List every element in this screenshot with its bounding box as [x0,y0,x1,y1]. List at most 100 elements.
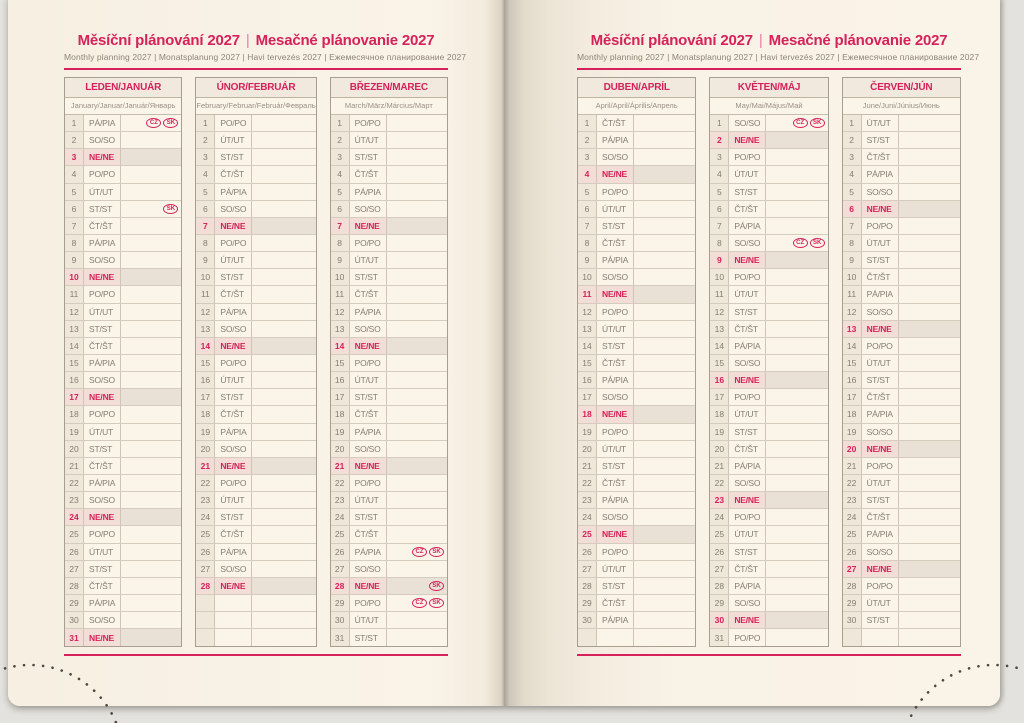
notes-cell [387,612,447,628]
day-row: 23 NE/NE [710,492,828,510]
day-name: ST/ST [84,200,121,217]
day-number [578,629,597,647]
day-row: 14 NE/NE [330,337,447,355]
day-number: 27 [842,560,862,577]
notes-cell [121,544,181,560]
day-number: 22 [65,474,84,492]
day-row: 16 ÚT/UT [196,372,316,390]
day-number: 10 [710,269,730,286]
day-name: PÁ/PIA [215,423,253,440]
notes-cell [634,475,695,491]
day-number: 14 [842,337,862,354]
notes-cell [387,492,447,508]
notes-cell: CZ SK [121,115,181,131]
day-row: 24 SO/SO [578,509,696,527]
day-name: ÚT/UT [350,132,387,149]
notes-cell [766,184,827,200]
day-number: 29 [842,594,862,612]
day-name: ÚT/UT [862,115,899,132]
notes-cell [387,406,447,422]
day-row: 27 SO/SO [196,560,316,578]
day-name: ST/ST [597,217,634,234]
day-row: 13 ÚT/UT [578,320,696,338]
notes-cell [766,132,828,149]
notes-cell [252,217,316,234]
day-name: PO/PO [862,337,899,354]
notes-cell [387,561,447,577]
day-name: SO/SO [597,509,634,526]
day-number: 6 [710,200,730,217]
day-name: PO/PO [862,577,899,594]
day-number: 25 [330,526,350,543]
empty-row [196,612,316,630]
day-number: 14 [196,337,216,354]
notes-cell [387,389,447,405]
day-row: 5 ST/ST [710,183,828,201]
day-row: 28 ČT/ŠT [65,577,182,595]
day-row: 18 NE/NE [578,406,696,424]
notes-cell [634,184,695,200]
day-row: 11 PÁ/PIA [842,286,960,304]
day-row: 9 NE/NE [710,252,828,270]
day-number: 1 [578,115,597,132]
diary-spread: Měsíční plánování 2027 | Mesačné plánovani… [8,0,1000,706]
notes-cell [121,184,181,200]
day-row: 9 SO/SO [65,252,182,270]
day-row: 8 PÁ/PIA [65,234,182,253]
day-row: 26 PÁ/PIA [196,543,316,561]
day-row: 30 ST/ST [842,612,960,630]
notes-cell [387,304,447,320]
notes-cell [121,492,181,508]
day-name: NE/NE [597,286,634,303]
day-row: 2 ÚT/UT [196,132,316,150]
day-name: ÚT/UT [729,166,767,183]
day-name: SO/SO [729,474,767,492]
notes-cell [766,201,827,217]
day-number: 26 [196,543,216,560]
notes-cell [387,235,447,251]
day-number: 3 [842,149,862,166]
day-row: 27 NE/NE [842,560,960,578]
day-number: 25 [65,526,84,543]
day-name: NE/NE [597,406,634,423]
day-row: 13 SO/SO [330,320,447,338]
notes-cell [766,509,827,525]
day-row: 11 NE/NE [578,286,696,304]
day-row: 26 ST/ST [710,543,828,561]
day-number: 28 [65,577,84,594]
day-name: ČT/ŠT [84,577,121,594]
notes-cell [121,321,181,337]
day-name: PÁ/PIA [597,252,634,269]
day-row: 8 SO/SO CZ SK [710,234,828,253]
day-number: 24 [330,509,350,526]
day-name: NE/NE [84,509,121,526]
day-name: SO/SO [350,560,387,577]
day-number: 11 [330,286,350,303]
day-number: 29 [710,594,730,612]
day-name: PÁ/PIA [862,166,899,183]
day-number: 22 [330,474,350,492]
notes-cell [387,166,447,182]
day-row: 20 ÚT/UT [578,440,696,458]
day-number [842,629,862,647]
notes-cell [387,509,447,525]
day-row: 27 ÚT/UT [578,560,696,578]
day-number: 29 [65,594,84,612]
day-number: 5 [65,183,84,200]
day-number: 9 [578,252,597,269]
notes-cell [634,458,695,474]
day-number: 8 [842,234,862,252]
day-name: NE/NE [215,217,253,234]
day-number: 18 [330,406,350,423]
day-row: 7 PO/PO [842,217,960,235]
day-row: 22 PO/PO [196,474,316,493]
day-number: 28 [196,577,216,594]
day-row: 4 ČT/ŠT [196,166,316,184]
notes-cell [387,286,447,302]
day-row: 8 ÚT/UT [842,234,960,253]
day-name: ÚT/UT [597,200,634,217]
page-title-czech: Měsíční plánování 2027 [590,32,754,49]
day-name: ÚT/UT [215,132,253,149]
day-number: 28 [710,577,730,594]
notes-cell [634,544,695,560]
